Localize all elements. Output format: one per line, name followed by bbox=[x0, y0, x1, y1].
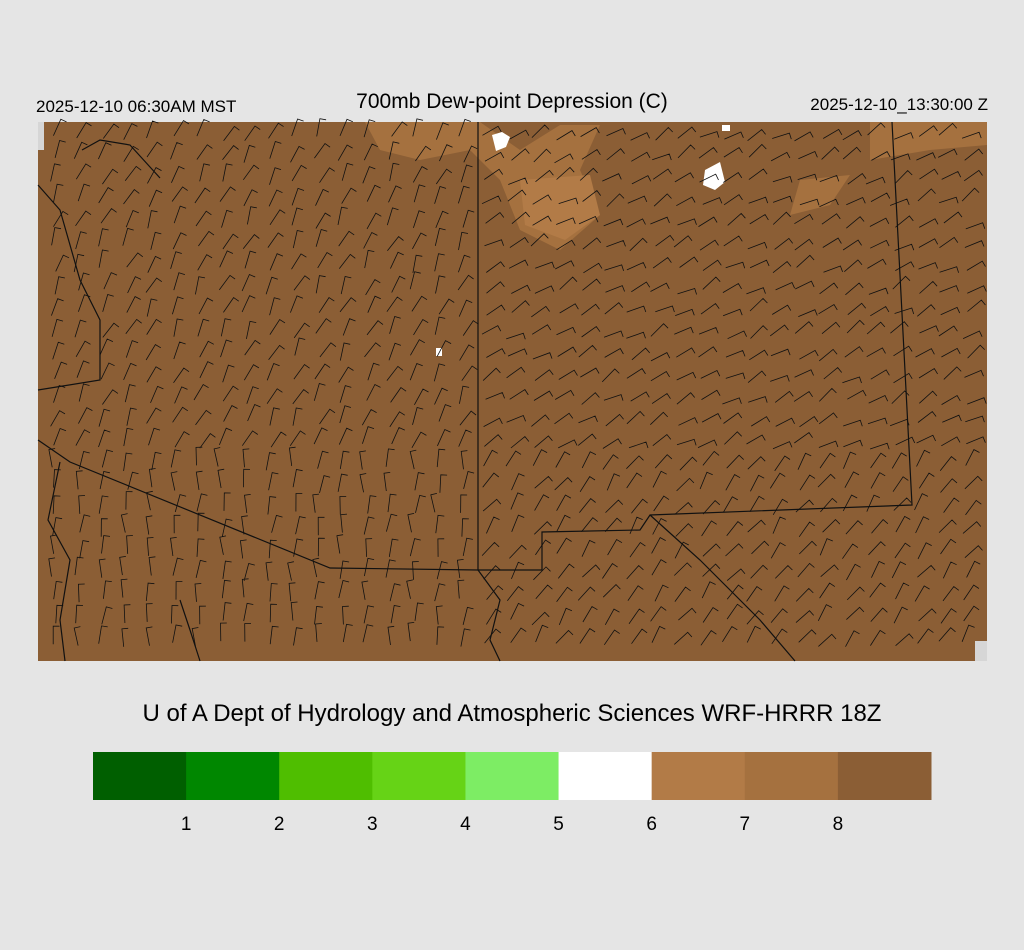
colorbar-swatch bbox=[744, 752, 839, 800]
colorbar-swatch bbox=[651, 752, 746, 800]
wind-barbs bbox=[48, 118, 987, 647]
colorbar-swatch bbox=[465, 752, 560, 800]
wind-barb-set bbox=[48, 118, 987, 647]
river bbox=[179, 599, 201, 662]
colorbar-label: 1 bbox=[181, 814, 192, 835]
plot-title: 700mb Dew-point Depression (C) bbox=[356, 90, 668, 113]
colorbar-label: 4 bbox=[460, 814, 471, 835]
colorbar-swatch bbox=[93, 752, 187, 800]
map bbox=[37, 118, 987, 662]
colorbar-label: 2 bbox=[274, 814, 285, 835]
border bbox=[649, 514, 796, 662]
colorbar-label: 5 bbox=[553, 814, 564, 835]
map-field bbox=[38, 122, 987, 661]
colorbar-swatch bbox=[186, 752, 280, 800]
colorbar-label: 6 bbox=[646, 814, 657, 835]
borders bbox=[37, 121, 913, 662]
colorbar-label: 3 bbox=[367, 814, 378, 835]
colorbar-swatch bbox=[279, 752, 373, 800]
colorbar-label: 8 bbox=[833, 814, 844, 835]
valid-local-time: 2025-12-10 06:30AM MST bbox=[36, 97, 236, 116]
colorbar-swatch bbox=[837, 752, 932, 800]
credit: U of A Dept of Hydrology and Atmospheric… bbox=[143, 700, 882, 727]
colorbar-label: 7 bbox=[739, 814, 750, 835]
valid-utc-time: 2025-12-10_13:30:00 Z bbox=[810, 95, 988, 114]
lake-shore bbox=[81, 139, 161, 179]
moist-region bbox=[790, 122, 987, 215]
border bbox=[477, 569, 501, 662]
colorbar-swatch bbox=[558, 752, 653, 800]
border bbox=[47, 461, 71, 662]
colorbar-swatch bbox=[372, 752, 466, 800]
border bbox=[37, 184, 101, 391]
colorbar: 1 2 3 4 5 6 7 8 bbox=[93, 752, 932, 835]
state-border bbox=[37, 121, 913, 571]
